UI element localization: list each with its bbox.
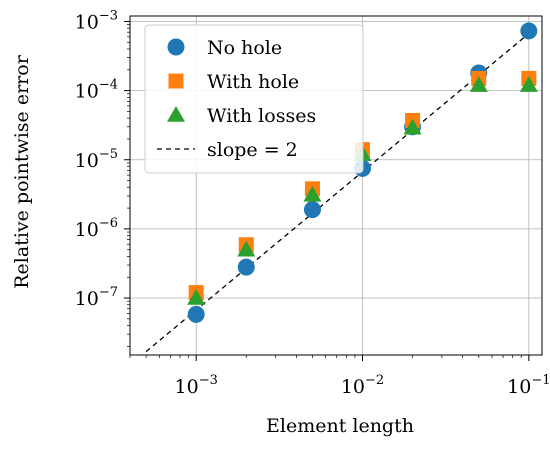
with-losses-point xyxy=(519,76,538,92)
y-tick-label: 10−6 xyxy=(75,216,118,241)
no-hole-point xyxy=(520,22,538,40)
legend-box xyxy=(144,24,364,174)
legend-label-no-hole: No hole xyxy=(207,37,282,59)
plot-frame xyxy=(129,15,543,356)
legend-label-with-losses: With losses xyxy=(207,105,316,127)
legend-label-with-hole: With hole xyxy=(207,71,299,93)
y-tick-label: 10−7 xyxy=(75,285,118,310)
y-tick-label: 10−5 xyxy=(75,147,118,172)
reference-line-layer xyxy=(145,32,530,353)
no-hole-point xyxy=(303,201,321,219)
x-tick-label: 10−1 xyxy=(507,373,550,398)
legend-marker-no-hole xyxy=(167,38,185,56)
with-losses-point xyxy=(403,118,422,135)
x-tick-label: 10−3 xyxy=(175,373,218,398)
y-tick-label: 10−4 xyxy=(75,78,118,103)
legend: No hole With hole With losses slope = 2 xyxy=(144,24,364,174)
slope-reference-line xyxy=(145,32,530,353)
axes-layer: 10−3 10−2 10−1 10−7 10−6 10−5 10−4 10−3 xyxy=(75,8,550,398)
legend-marker-with-losses xyxy=(167,106,185,122)
y-tick-label: 10−3 xyxy=(75,8,118,33)
no-hole-point xyxy=(187,305,205,323)
legend-label-slope-2: slope = 2 xyxy=(207,139,298,161)
no-hole-point xyxy=(237,258,255,276)
with-losses-point xyxy=(303,185,322,202)
x-tick-label: 10−2 xyxy=(341,373,384,398)
with-losses-point xyxy=(469,76,488,92)
y-axis-label: Relative pointwise error xyxy=(11,54,33,288)
with-losses-point xyxy=(237,240,256,257)
with-losses-point xyxy=(187,289,206,305)
x-axis-label: Element length xyxy=(266,415,414,437)
legend-marker-with-hole xyxy=(168,73,184,89)
